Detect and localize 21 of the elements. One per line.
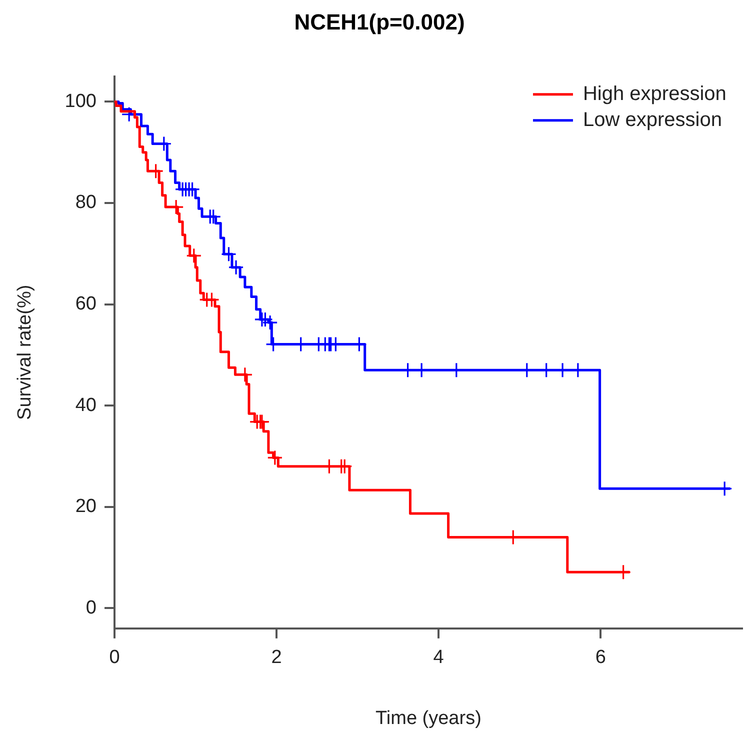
x-axis-title: Time (years) — [375, 708, 482, 729]
point — [186, 248, 202, 264]
x-tick-label: 4 — [433, 647, 444, 668]
y-tick-label: 20 — [75, 496, 96, 518]
x-tick-label: 2 — [271, 647, 282, 668]
legend-label: High expression — [582, 82, 726, 105]
point — [228, 260, 244, 276]
y-tick-label: 60 — [75, 294, 96, 315]
point — [257, 312, 273, 328]
y-tick-label: 100 — [64, 90, 96, 112]
legend-label: Low expression — [582, 108, 722, 131]
y-tick-label: 40 — [75, 394, 96, 416]
chart-title: NCEH1(p=0.002) — [294, 9, 465, 34]
point — [267, 450, 283, 466]
point — [262, 314, 278, 330]
point — [220, 246, 237, 262]
y-axis-title: Survival rate(%) — [14, 284, 36, 420]
y-tick-label: 80 — [75, 192, 96, 214]
x-tick-label: 6 — [595, 647, 606, 668]
y-tick-label: 0 — [86, 597, 96, 618]
x-tick-label: 0 — [109, 647, 120, 668]
